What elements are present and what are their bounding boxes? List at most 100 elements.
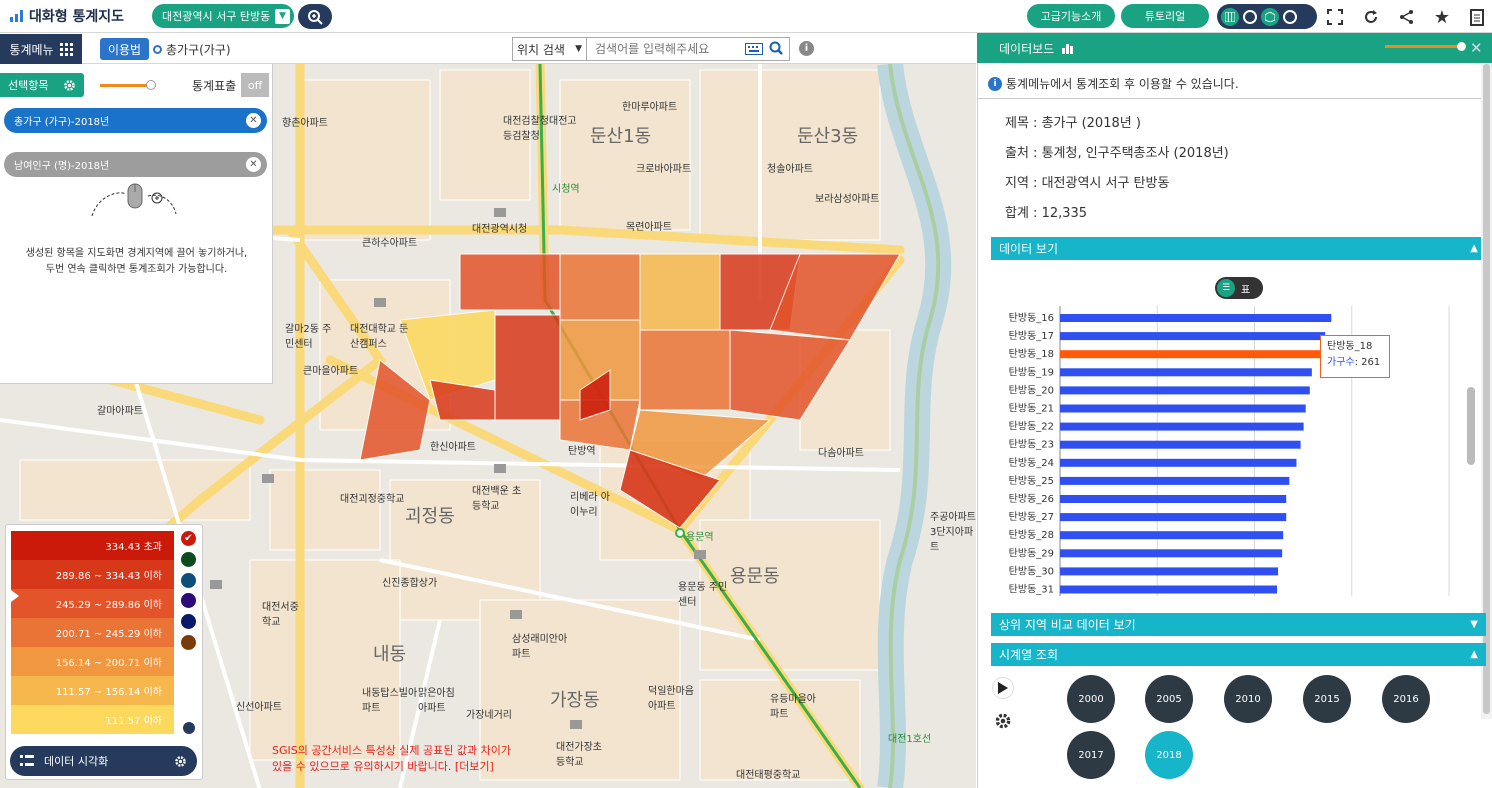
chart-bar[interactable] (1060, 368, 1312, 377)
map-label-dunsan1: 둔산1동 (590, 126, 652, 147)
advanced-features-button[interactable]: 고급기능소개 (1027, 4, 1115, 28)
chart-bar[interactable] (1060, 386, 1310, 395)
refresh-icon[interactable] (1360, 6, 1382, 28)
stat-menu-button[interactable]: 통계메뉴 (0, 34, 82, 64)
chart-bar[interactable] (1060, 404, 1306, 413)
stat-display-toggle[interactable]: off (241, 73, 269, 97)
opacity-slider[interactable] (100, 80, 156, 90)
tutorial-button[interactable]: 튜토리얼 (1121, 4, 1209, 28)
chart-bar[interactable] (1060, 332, 1326, 341)
compare-section[interactable]: 상위 지역 비교 데이터 보기 ▼ (991, 613, 1486, 636)
info-icon[interactable]: i (799, 41, 814, 56)
chart-bar[interactable] (1060, 314, 1332, 322)
map-label-clover: 크로바아파트 (636, 164, 692, 175)
zoom-search-button[interactable] (298, 4, 332, 29)
scrollbar-thumb[interactable] (1483, 64, 1490, 714)
year-2016-button[interactable]: 2016 (1382, 675, 1430, 723)
stat-item-population[interactable]: 남여인구 (명)-2018년 ✕ (4, 152, 267, 177)
app-title: 대화형 통계지도 (29, 9, 125, 25)
tooltip-value: 261 (1361, 357, 1381, 368)
search-icon[interactable] (769, 40, 783, 59)
chart-bar[interactable] (1060, 476, 1290, 485)
app-logo[interactable]: 대화형 통계지도 (10, 6, 124, 26)
data-disclaimer[interactable]: SGIS의 공간서비스 특성상 실제 공표된 값과 차이가 있을 수 있으므로 … (272, 743, 511, 775)
chevron-down-icon: ▼ (1470, 619, 1478, 630)
data-view-section[interactable]: 데이터 보기 ▲ (991, 237, 1486, 260)
palette-teal[interactable] (181, 573, 196, 588)
slider-knob[interactable] (1457, 42, 1466, 51)
cube-mode-icon[interactable] (1261, 7, 1279, 26)
usage-guide-button[interactable]: 이용법 (100, 38, 149, 60)
report-document-icon[interactable] (1466, 6, 1488, 28)
bar-chart-icon (1062, 44, 1074, 54)
chart-bar[interactable] (1060, 350, 1328, 359)
grid-mode-icon[interactable] (1221, 7, 1239, 26)
year-2010-button[interactable]: 2010 (1224, 675, 1272, 723)
circle-mode-icon[interactable] (1243, 9, 1257, 24)
chart-view-icon[interactable]: ☰ (1217, 279, 1235, 297)
map-label-dunsan3: 둔산3동 (797, 126, 859, 147)
circle-mode-icon-2[interactable] (1283, 9, 1297, 24)
stat-item-households[interactable]: 총가구 (가구)-2018년 ✕ (4, 108, 267, 133)
legend-class-4[interactable]: 200.71 ~ 245.29 이하 (11, 618, 174, 647)
panel-scrollbar[interactable] (1481, 64, 1492, 719)
current-stat-label: 총가구(가구) (166, 43, 231, 57)
palette-custom-icon[interactable] (183, 722, 195, 734)
household-bar-chart: 탄방동_16 탄방동_17 탄방동_18 탄방동_19 탄방동_20 탄방동_21 탄방동_… (1009, 306, 1450, 596)
map-mode-toggle[interactable] (1217, 4, 1317, 29)
close-icon[interactable]: ✕ (1470, 39, 1483, 57)
stat-item-label: 총가구 (가구)-2018년 (14, 117, 110, 128)
chart-bar[interactable] (1060, 531, 1284, 540)
map-label-malgeun: 맑은아침아파트 (418, 688, 455, 714)
fullscreen-icon[interactable] (1324, 6, 1346, 28)
close-icon[interactable]: ✕ (246, 157, 261, 172)
play-icon[interactable] (992, 677, 1014, 699)
region-label: 대전광역시 서구 탄방동 (162, 10, 271, 23)
chart-bar[interactable] (1060, 458, 1297, 467)
data-board-title: 데이터보드 (999, 41, 1055, 56)
gear-icon[interactable] (174, 755, 187, 768)
chart-bar[interactable] (1060, 513, 1287, 522)
search-type-select[interactable]: 위치 검색 ▼ (513, 38, 587, 60)
year-2000-button[interactable]: 2000 (1067, 675, 1115, 723)
year-2015-button[interactable]: 2015 (1303, 675, 1351, 723)
year-2005-button[interactable]: 2005 (1145, 675, 1193, 723)
legend-class-2[interactable]: 289.86 ~ 334.43 이하 (11, 560, 174, 589)
chart-bar[interactable] (1060, 422, 1304, 431)
chart-table-toggle[interactable]: ☰ 표 (1215, 277, 1263, 299)
palette-brown[interactable] (181, 635, 196, 650)
chart-bar[interactable] (1060, 495, 1287, 503)
legend-class-6[interactable]: 111.57 ~ 156.14 이하 (11, 676, 174, 705)
legend-class-1[interactable]: 334.43 초과 (11, 531, 174, 560)
table-view-label[interactable]: 표 (1241, 284, 1251, 296)
search-input[interactable] (587, 39, 745, 59)
palette-green[interactable] (181, 552, 196, 567)
chart-scrollbar[interactable] (1467, 387, 1475, 465)
chart-bar[interactable] (1060, 440, 1301, 449)
legend-class-7[interactable]: 111.57 이하 (11, 705, 174, 734)
chart-bar[interactable] (1060, 567, 1279, 576)
chart-bar[interactable] (1060, 549, 1283, 558)
bookmark-star-icon[interactable]: ★ (1433, 6, 1451, 28)
slider-knob[interactable] (146, 80, 156, 90)
data-visualization-button[interactable]: 데이터 시각화 (10, 746, 197, 776)
share-icon[interactable] (1396, 6, 1418, 28)
gear-icon[interactable] (992, 710, 1014, 732)
close-icon[interactable]: ✕ (246, 113, 261, 128)
timeseries-section[interactable]: 시계열 조회 ▲ (991, 643, 1486, 666)
palette-red-check[interactable]: ✔ (181, 531, 196, 546)
chart-bar[interactable] (1060, 585, 1278, 594)
region-selector[interactable]: 대전광역시 서구 탄방동 ▼ (152, 4, 294, 28)
chart-category-label: 탄방동_17 (1009, 330, 1054, 342)
legend-class-5[interactable]: 156.14 ~ 200.71 이하 (11, 647, 174, 676)
panel-opacity-slider[interactable] (1385, 42, 1466, 51)
year-2018-button[interactable]: 2018 (1145, 731, 1193, 779)
palette-navy[interactable] (181, 614, 196, 629)
gear-icon[interactable] (63, 79, 76, 92)
keyboard-icon[interactable] (745, 40, 763, 59)
map-label-goejeong: 괴정동 (405, 506, 455, 527)
legend-class-3[interactable]: 245.29 ~ 289.86 이하 (11, 589, 174, 618)
palette-purple[interactable] (181, 593, 196, 608)
year-2017-button[interactable]: 2017 (1067, 731, 1115, 779)
selected-items-button[interactable]: 선택항목 (0, 73, 84, 97)
